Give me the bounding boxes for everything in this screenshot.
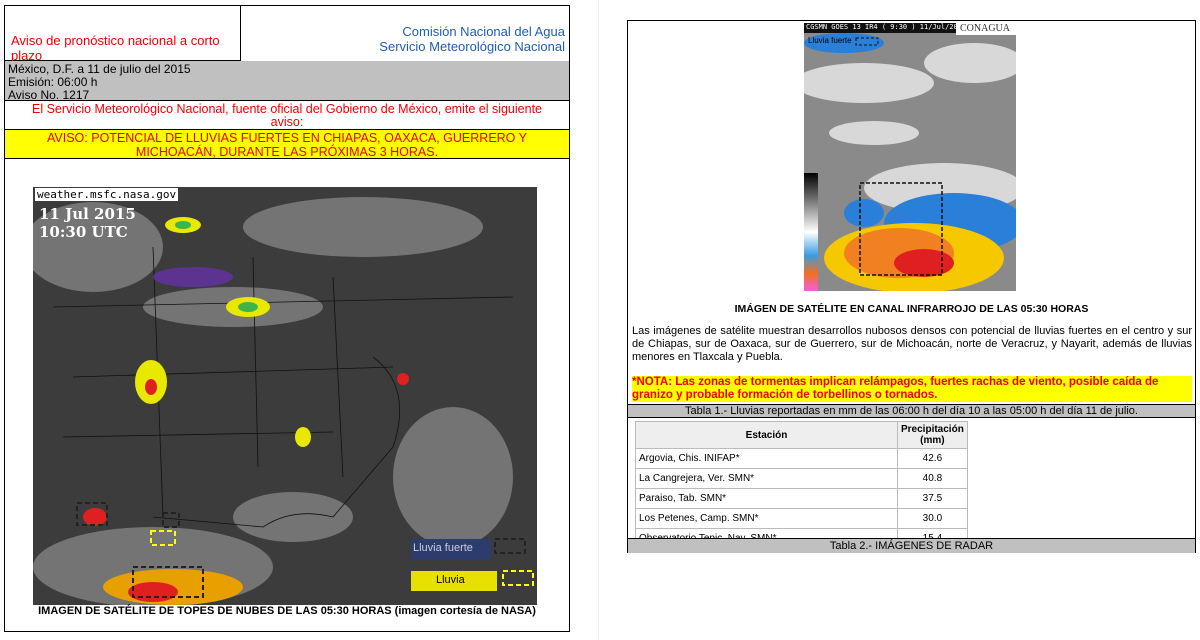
precip-cell: 37.5: [897, 488, 968, 509]
precip-cell: 42.6: [897, 448, 968, 469]
ir-graphic: [794, 23, 1024, 293]
station-cell: Argovia, Chis. INIFAP*: [635, 448, 898, 469]
precip-cell: 40.8: [897, 468, 968, 489]
satellite-graphic: [23, 187, 537, 607]
paragraph: Las imágenes de satélite muestran desarr…: [632, 325, 1192, 363]
image-date: 11 Jul 2015: [39, 205, 136, 223]
right-panel: CGSMN GOES 13 IR4 ( 9:30 ) 11/Jul/2015 C…: [627, 20, 1196, 553]
ir-legend: Lluvia fuerte: [808, 36, 852, 45]
header-left-cell: Aviso de pronóstico nacional a corto pla…: [5, 6, 241, 63]
precip-cell: 30.0: [897, 508, 968, 529]
header-cell: Precipitación (mm): [897, 421, 968, 449]
station-cell: La Cangrejera, Ver. SMN*: [635, 468, 898, 489]
ir-logo: CONAGUA: [960, 23, 1010, 34]
meta-line: México, D.F. a 11 de julio del 2015: [8, 62, 191, 76]
image-time: 10:30 UTC: [39, 223, 128, 241]
header-cell: Estación: [635, 421, 898, 449]
meta-line: Emisión: 06:00 h: [8, 75, 98, 89]
divider: [598, 0, 599, 640]
image-source: weather.msfc.nasa.gov: [35, 188, 179, 201]
table2-title: Tabla 2.- IMÁGENES DE RADAR: [628, 538, 1195, 553]
org: Comisión Nacional del Agua: [402, 24, 565, 39]
ir-caption: IMÁGEN DE SATÉLITE EN CANAL INFRARROJO D…: [734, 303, 1089, 315]
header-right: Comisión Nacional del Agua Servicio Mete…: [245, 24, 565, 54]
legend-strong: Lluvia fuerte: [413, 542, 473, 554]
note: *NOTA: Las zonas de tormentas implican r…: [632, 376, 1192, 402]
left-caption: IMAGEN DE SATÉLITE DE TOPES DE NUBES DE …: [38, 605, 536, 617]
intro: El Servicio Meteorológico Nacional, fuen…: [32, 102, 542, 129]
left-panel: Aviso de pronóstico nacional a corto pla…: [4, 5, 570, 632]
header-row: Estación Precipitación (mm): [635, 421, 968, 449]
legend-rain: Lluvia: [436, 574, 465, 586]
ir-header: CGSMN GOES 13 IR4 ( 9:30 ) 11/Jul/2015: [806, 23, 967, 31]
table-row: Los Petenes, Camp. SMN* 30.0: [635, 508, 968, 529]
header-left: Aviso de pronóstico nacional a corto pla…: [11, 33, 220, 63]
station-cell: Paraiso, Tab. SMN*: [635, 488, 898, 509]
table-row: La Cangrejera, Ver. SMN* 40.8: [635, 468, 968, 489]
ir-image: CGSMN GOES 13 IR4 ( 9:30 ) 11/Jul/2015 C…: [794, 23, 1024, 293]
meta-line: Aviso No. 1217: [8, 88, 90, 102]
meta-band: México, D.F. a 11 de julio del 2015 Emis…: [5, 61, 569, 102]
table-wrap: Estación Precipitación (mm) Argovia, Chi…: [635, 421, 968, 549]
station-cell: Los Petenes, Camp. SMN*: [635, 508, 898, 529]
rain-table: Estación Precipitación (mm) Argovia, Chi…: [635, 421, 968, 549]
table-row: Argovia, Chis. INIFAP* 42.6: [635, 448, 968, 469]
org: Servicio Meteorológico Nacional: [379, 39, 565, 54]
alert: AVISO: POTENCIAL DE LLUVIAS FUERTES EN C…: [5, 129, 569, 159]
table-title: Tabla 1.- Lluvias reportadas en mm de la…: [628, 404, 1195, 418]
satellite-image: weather.msfc.nasa.gov 11 Jul 2015 10:30 …: [23, 187, 537, 607]
table-row: Paraiso, Tab. SMN* 37.5: [635, 488, 968, 509]
